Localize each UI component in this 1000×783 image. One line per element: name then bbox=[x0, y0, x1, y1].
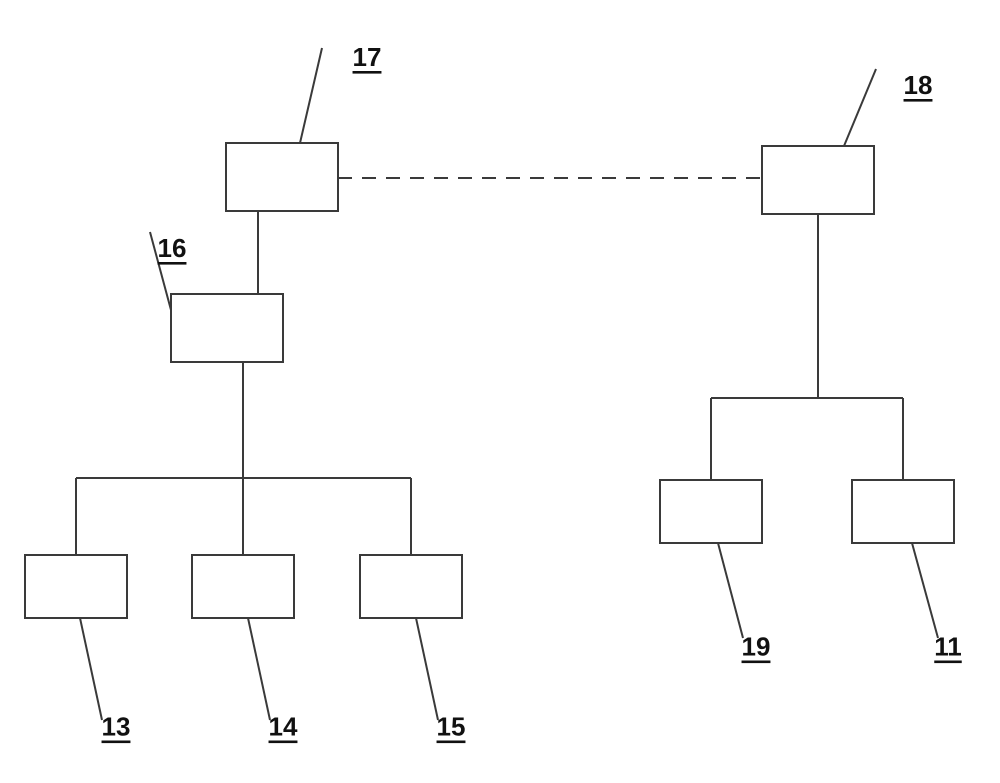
leader-n15 bbox=[416, 618, 438, 720]
label-n11: 11 bbox=[934, 632, 962, 662]
label-n18: 18 bbox=[904, 70, 933, 100]
leader-n13 bbox=[80, 618, 102, 720]
node-n14 bbox=[192, 555, 294, 618]
leader-n11 bbox=[912, 543, 938, 638]
node-n19 bbox=[660, 480, 762, 543]
node-n16 bbox=[171, 294, 283, 362]
node-n18 bbox=[762, 146, 874, 214]
leader-n18 bbox=[844, 69, 876, 146]
leader-n19 bbox=[718, 543, 743, 638]
label-n16: 16 bbox=[158, 233, 187, 263]
node-n13 bbox=[25, 555, 127, 618]
leader-n14 bbox=[248, 618, 270, 720]
diagram-canvas: 17 18 16 13 14 15 19 11 bbox=[0, 0, 1000, 783]
node-n11 bbox=[852, 480, 954, 543]
node-n17 bbox=[226, 143, 338, 211]
label-n17: 17 bbox=[353, 42, 382, 72]
node-n15 bbox=[360, 555, 462, 618]
label-n14: 14 bbox=[269, 712, 298, 742]
leader-n17 bbox=[300, 48, 322, 143]
label-n13: 13 bbox=[102, 712, 131, 742]
label-n19: 19 bbox=[742, 632, 771, 662]
label-n15: 15 bbox=[437, 712, 466, 742]
